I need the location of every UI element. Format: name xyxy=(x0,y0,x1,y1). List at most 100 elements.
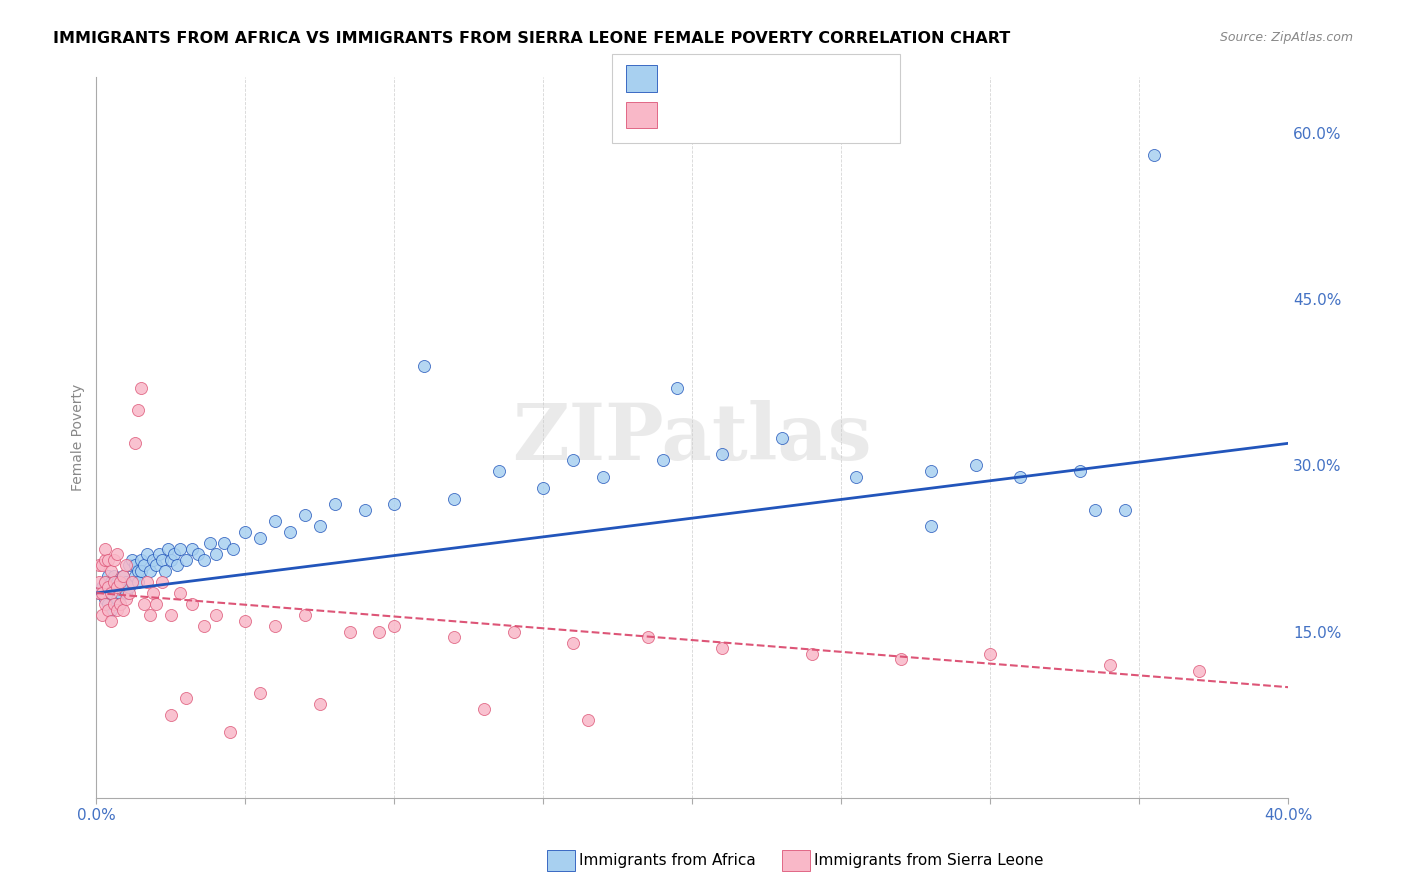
Point xyxy=(174,552,197,566)
Point xyxy=(132,558,155,573)
Point xyxy=(1010,469,1032,483)
Point xyxy=(845,469,868,483)
Point xyxy=(105,602,128,616)
Point xyxy=(97,581,120,595)
Point xyxy=(100,614,122,628)
Point xyxy=(309,697,332,711)
Point xyxy=(100,574,122,589)
Point xyxy=(97,552,120,566)
Point xyxy=(156,541,179,556)
Point xyxy=(115,574,138,589)
Point xyxy=(235,614,257,628)
Point xyxy=(129,552,152,566)
Text: IMMIGRANTS FROM AFRICA VS IMMIGRANTS FROM SIERRA LEONE FEMALE POVERTY CORRELATIO: IMMIGRANTS FROM AFRICA VS IMMIGRANTS FRO… xyxy=(53,31,1011,46)
Point xyxy=(132,597,155,611)
Point xyxy=(112,581,135,595)
Point xyxy=(160,552,183,566)
Text: R =   0.421   N = 79: R = 0.421 N = 79 xyxy=(662,70,817,85)
Point xyxy=(103,597,125,611)
Point xyxy=(180,541,202,556)
Point xyxy=(105,581,128,595)
Point xyxy=(112,602,135,616)
Point xyxy=(115,591,138,606)
Point xyxy=(94,574,117,589)
Point xyxy=(150,552,173,566)
Point xyxy=(1143,148,1166,162)
Point xyxy=(163,547,186,561)
Point xyxy=(108,586,131,600)
Point xyxy=(187,547,209,561)
Point xyxy=(562,453,585,467)
Point xyxy=(1098,658,1121,673)
Point xyxy=(108,597,131,611)
Point xyxy=(249,531,271,545)
Point xyxy=(1084,503,1107,517)
Point xyxy=(121,574,143,589)
Point xyxy=(124,436,146,450)
Point xyxy=(770,431,793,445)
Point xyxy=(920,519,942,533)
Point xyxy=(105,574,128,589)
Point xyxy=(103,552,125,566)
Point xyxy=(108,597,131,611)
Point xyxy=(382,619,405,633)
Point xyxy=(294,508,316,523)
Point xyxy=(118,586,141,600)
Point xyxy=(443,491,465,506)
Text: ZIPatlas: ZIPatlas xyxy=(513,400,872,475)
Point xyxy=(105,581,128,595)
Point xyxy=(108,574,131,589)
Point xyxy=(443,630,465,644)
Point xyxy=(91,608,114,623)
Point xyxy=(169,586,191,600)
Point xyxy=(142,586,165,600)
Point xyxy=(382,497,405,511)
Point xyxy=(129,381,152,395)
Point xyxy=(153,564,176,578)
Point xyxy=(531,481,554,495)
Point xyxy=(160,608,183,623)
Point xyxy=(136,574,159,589)
Point xyxy=(576,714,599,728)
Point xyxy=(339,624,361,639)
Point xyxy=(139,608,162,623)
Point xyxy=(264,514,287,528)
Point xyxy=(219,724,242,739)
Point xyxy=(148,547,170,561)
Point xyxy=(89,574,111,589)
Point xyxy=(309,519,332,533)
Point xyxy=(112,569,135,583)
Point xyxy=(103,569,125,583)
Point xyxy=(127,564,149,578)
Point xyxy=(800,647,823,661)
Point xyxy=(294,608,316,623)
Point xyxy=(160,707,183,722)
Point xyxy=(150,574,173,589)
Point xyxy=(204,547,226,561)
Point xyxy=(127,574,149,589)
Point xyxy=(91,581,114,595)
Point xyxy=(139,564,162,578)
Point xyxy=(115,586,138,600)
Point xyxy=(100,586,122,600)
Point xyxy=(169,541,191,556)
Point xyxy=(118,558,141,573)
Point xyxy=(115,558,138,573)
Text: Source: ZipAtlas.com: Source: ZipAtlas.com xyxy=(1219,31,1353,45)
Point xyxy=(105,547,128,561)
Point xyxy=(94,591,117,606)
Point xyxy=(100,564,122,578)
Point xyxy=(711,641,734,656)
Point xyxy=(103,574,125,589)
Point xyxy=(112,569,135,583)
Point xyxy=(193,552,215,566)
Point xyxy=(249,686,271,700)
Point xyxy=(97,602,120,616)
Point xyxy=(124,558,146,573)
Point xyxy=(180,597,202,611)
Text: Immigrants from Africa: Immigrants from Africa xyxy=(579,854,756,868)
Point xyxy=(222,541,245,556)
Point xyxy=(89,558,111,573)
Point xyxy=(1188,664,1211,678)
Point xyxy=(121,574,143,589)
